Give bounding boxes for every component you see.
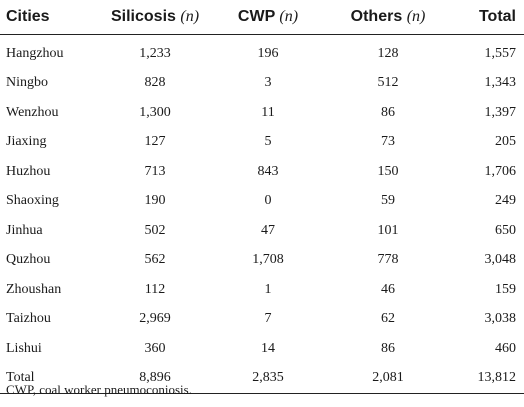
cell-city: Zhoushan [6, 281, 62, 297]
table-row: Quzhou 562 1,708 778 3,048 [0, 246, 524, 276]
cell-cwp: 47 [261, 222, 275, 238]
cell-silicosis: 1,233 [139, 45, 171, 61]
table-row: Hangzhou 1,233 196 128 1,557 [0, 35, 524, 69]
cell-city: Shaoxing [6, 193, 59, 209]
cell-others: 512 [377, 75, 399, 91]
cell-others: 46 [381, 281, 395, 297]
table-body: Hangzhou 1,233 196 128 1,557 Ningbo 828 3 512 1,3… [0, 35, 524, 394]
header-others: Others (n) [324, 0, 452, 35]
cell-total: 159 [495, 281, 516, 297]
table-row: Shaoxing 190 0 59 249 [0, 187, 524, 217]
cell-total: 1,343 [484, 75, 517, 91]
cell-city: Jiaxing [6, 134, 47, 150]
table-row: Taizhou 2,969 7 62 3,038 [0, 305, 524, 335]
cell-others: 86 [381, 104, 395, 120]
cell-city: Huzhou [6, 163, 51, 179]
cell-cwp: 1 [264, 281, 272, 297]
cell-total: 3,048 [484, 252, 517, 268]
cell-cwp: 14 [261, 340, 275, 356]
cell-city: Hangzhou [6, 45, 64, 61]
table-row: Lishui 360 14 86 460 [0, 334, 524, 364]
cell-city: Jinhua [6, 222, 43, 238]
cell-others: 2,081 [324, 363, 452, 394]
header-total: Total [452, 0, 524, 35]
cell-silicosis: 2,969 [139, 311, 171, 327]
table-row: Huzhou 713 843 150 1,706 [0, 157, 524, 187]
cell-city: Taizhou [6, 311, 51, 327]
cell-others: 86 [381, 340, 395, 356]
cell-cwp: 843 [257, 163, 279, 179]
cell-total: 205 [495, 134, 516, 150]
pneumoconiosis-cases-table: Cities Silicosis (n) CWP (n) Others (n) … [0, 0, 524, 394]
cell-cwp: 3 [264, 75, 272, 91]
cell-silicosis: 112 [144, 281, 166, 297]
cell-city: Wenzhou [6, 104, 59, 120]
table-row: Zhoushan 112 1 46 159 [0, 275, 524, 305]
cell-silicosis: 562 [144, 252, 166, 268]
cell-cwp: 2,835 [212, 363, 324, 394]
cell-total: 1,706 [484, 163, 517, 179]
cell-others: 73 [381, 134, 395, 150]
cell-cwp: 1,708 [252, 252, 284, 268]
cell-city: Quzhou [6, 252, 51, 268]
cell-silicosis: 8,896 [98, 363, 212, 394]
cell-total: 249 [495, 193, 516, 209]
cell-total: 650 [495, 222, 516, 238]
cell-others: 59 [381, 193, 395, 209]
table-row: Ningbo 828 3 512 1,343 [0, 69, 524, 99]
cell-cwp: 5 [264, 134, 272, 150]
cell-silicosis: 828 [144, 75, 166, 91]
cell-silicosis: 190 [144, 193, 166, 209]
cell-silicosis: 502 [144, 222, 166, 238]
header-cities: Cities [0, 0, 98, 35]
cell-cwp: 7 [264, 311, 272, 327]
cell-silicosis: 127 [144, 134, 166, 150]
cell-total: 1,397 [484, 104, 517, 120]
data-table-container: Cities Silicosis (n) CWP (n) Others (n) … [0, 0, 524, 394]
header-cwp: CWP (n) [212, 0, 324, 35]
cell-others: 101 [377, 222, 399, 238]
cell-silicosis: 713 [144, 163, 166, 179]
cell-silicosis: 360 [144, 340, 166, 356]
table-row: Total 8,896 2,835 2,081 13,812 [0, 363, 524, 394]
table-row: Wenzhou 1,300 11 86 1,397 [0, 98, 524, 128]
cell-total: 1,557 [484, 45, 517, 61]
cell-city: Lishui [6, 340, 42, 356]
table-footnote: CWP, coal worker pneumoconiosis. [6, 382, 192, 397]
cell-total: 3,038 [484, 311, 517, 327]
cell-silicosis: 1,300 [139, 104, 171, 120]
cell-others: 778 [377, 252, 399, 268]
table-row: Jiaxing 127 5 73 205 [0, 128, 524, 158]
cell-total: 460 [495, 340, 516, 356]
table-row: Jinhua 502 47 101 650 [0, 216, 524, 246]
cell-total: 13,812 [452, 363, 524, 394]
cell-others: 150 [377, 163, 399, 179]
header-silicosis: Silicosis (n) [98, 0, 212, 35]
table-header-row: Cities Silicosis (n) CWP (n) Others (n) … [0, 0, 524, 35]
cell-cwp: 0 [264, 193, 272, 209]
cell-others: 62 [381, 311, 395, 327]
cell-city: Total [0, 363, 98, 394]
cell-others: 128 [377, 45, 399, 61]
cell-cwp: 11 [261, 104, 275, 120]
cell-city: Ningbo [6, 75, 48, 91]
cell-cwp: 196 [257, 45, 279, 61]
